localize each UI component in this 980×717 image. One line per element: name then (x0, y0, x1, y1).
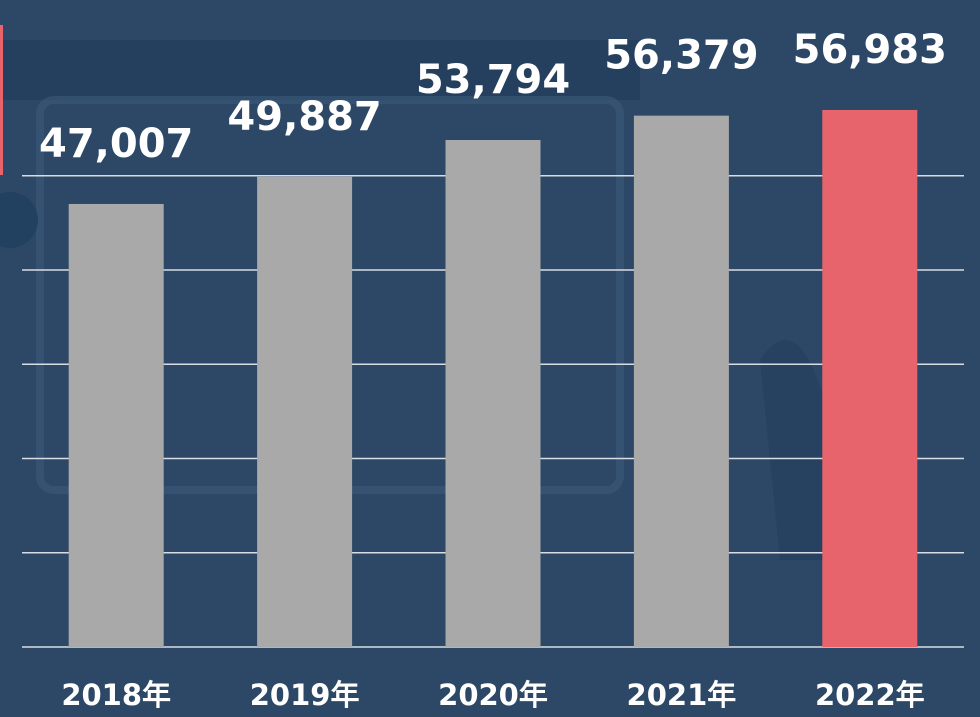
x-tick-label: 2018年 (61, 678, 171, 712)
value-label: 56,379 (604, 33, 758, 79)
value-label: 53,794 (416, 57, 570, 103)
bar (68, 203, 164, 648)
accent-line (0, 25, 3, 175)
decor-band (0, 40, 640, 100)
bar (822, 109, 918, 647)
decor-circle (0, 192, 38, 248)
x-tick-label: 2020年 (438, 678, 548, 712)
x-tick-label: 2019年 (250, 678, 360, 712)
x-tick-label: 2022年 (815, 678, 925, 712)
bar (257, 176, 353, 647)
bar (633, 115, 729, 648)
x-tick-label: 2021年 (627, 678, 737, 712)
value-label: 49,887 (227, 94, 381, 140)
value-label: 47,007 (39, 121, 193, 167)
bar (445, 140, 541, 647)
value-label: 56,983 (793, 27, 947, 73)
